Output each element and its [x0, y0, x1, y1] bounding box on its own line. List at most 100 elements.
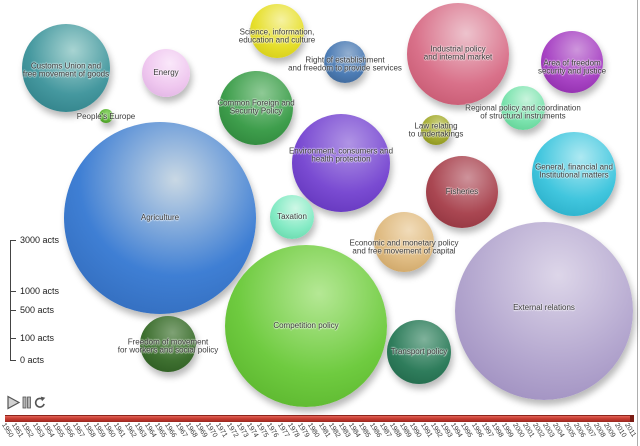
- size-legend-label: 100 acts: [20, 333, 55, 343]
- year-label: 1951: [10, 422, 25, 439]
- size-legend-axis: [10, 240, 11, 361]
- year-label: 1970: [204, 422, 219, 439]
- year-label: 1955: [51, 422, 66, 439]
- play-icon[interactable]: [7, 395, 21, 410]
- year-label: 1975: [255, 422, 270, 439]
- chart-right-border: [637, 0, 638, 446]
- bubble-regional-policy-structural-instruments[interactable]: [501, 86, 545, 130]
- bubble-general-financial-institutional[interactable]: [532, 132, 616, 216]
- size-legend-tick: [10, 360, 16, 361]
- year-label: 1956: [61, 422, 76, 439]
- year-label: 1981: [316, 422, 331, 439]
- bubble-area-of-freedom-security-justice[interactable]: [541, 31, 603, 93]
- year-label: 1996: [469, 422, 484, 439]
- bubble-environment-consumers-health[interactable]: [292, 114, 390, 212]
- size-legend-tick: [10, 240, 16, 241]
- size-legend-label: 500 acts: [20, 305, 55, 315]
- year-label: 1991: [418, 422, 433, 439]
- year-label: 1987: [377, 422, 393, 439]
- year-label: 1997: [479, 422, 495, 439]
- year-label: 1977: [275, 422, 290, 439]
- year-label: 2002: [530, 422, 546, 439]
- bubble-science-information-education-culture[interactable]: [250, 4, 304, 58]
- year-label: 1967: [173, 422, 188, 439]
- bubble-external-relations[interactable]: [455, 222, 633, 400]
- year-label: 1952: [20, 422, 35, 439]
- bubble-common-foreign-security-policy[interactable]: [219, 71, 293, 145]
- year-label: 1966: [163, 422, 178, 439]
- year-label: 1998: [490, 422, 505, 439]
- bubble-right-of-establishment[interactable]: [324, 41, 366, 83]
- year-label: 1995: [459, 422, 474, 439]
- size-legend-label: 0 acts: [20, 355, 45, 365]
- year-label: 1965: [153, 422, 168, 439]
- bubble-competition-policy[interactable]: [225, 245, 387, 407]
- year-label: 1992: [428, 422, 444, 439]
- timeline-bar-end-cap: [630, 415, 634, 422]
- year-label: 1980: [306, 422, 321, 439]
- size-legend-tick: [10, 338, 16, 339]
- year-label: 1973: [234, 422, 250, 439]
- year-label: 1964: [143, 422, 158, 439]
- year-label: 2004: [551, 422, 566, 439]
- year-label: 1979: [296, 422, 311, 439]
- year-label: 2009: [602, 422, 617, 439]
- year-label: 1976: [265, 422, 280, 439]
- size-legend-tick: [10, 291, 16, 292]
- year-label: 2005: [561, 422, 576, 439]
- year-label: 2008: [592, 422, 607, 439]
- playback-controls: [7, 395, 46, 410]
- year-label: 1969: [194, 422, 209, 439]
- year-label: 1982: [326, 422, 341, 439]
- year-label: 1984: [347, 422, 362, 439]
- year-label: 1985: [357, 422, 372, 439]
- year-label: 1962: [122, 422, 137, 439]
- bubble-transport-policy[interactable]: [387, 320, 451, 384]
- year-label: 2011: [622, 422, 637, 439]
- year-label: 1974: [245, 422, 260, 439]
- year-label: 1983: [336, 422, 352, 439]
- year-label: 1971: [214, 422, 229, 439]
- year-label: 1978: [285, 422, 301, 439]
- year-label: 1989: [398, 422, 413, 439]
- bubble-peoples-europe[interactable]: [99, 109, 113, 123]
- year-label: 1999: [500, 422, 515, 439]
- bubble-customs-union[interactable]: [22, 24, 110, 112]
- year-label: 1959: [91, 422, 107, 439]
- year-label: 1988: [388, 422, 403, 439]
- bubble-agriculture[interactable]: [64, 122, 256, 314]
- year-label: 1963: [132, 422, 147, 439]
- year-label: 1990: [408, 422, 423, 439]
- pause-icon[interactable]: [22, 396, 31, 409]
- year-label: 1954: [40, 422, 56, 439]
- year-label: 1958: [81, 422, 96, 439]
- timeline-progress-bar[interactable]: [5, 415, 634, 422]
- bubble-freedom-of-movement-workers-social[interactable]: [140, 316, 196, 372]
- year-label: 1950: [0, 422, 15, 439]
- bubble-fisheries[interactable]: [426, 156, 498, 228]
- size-legend-label: 3000 acts: [20, 235, 60, 245]
- bubble-economic-monetary-policy[interactable]: [374, 212, 434, 272]
- replay-icon[interactable]: [34, 396, 46, 408]
- year-label: 1972: [224, 422, 239, 439]
- year-label: 1960: [102, 422, 117, 439]
- bubble-taxation[interactable]: [270, 195, 314, 239]
- year-label: 2010: [612, 422, 627, 439]
- size-legend-tick: [10, 310, 16, 311]
- year-label: 2000: [510, 422, 525, 439]
- year-label: 2003: [541, 422, 556, 439]
- year-label: 1957: [71, 422, 86, 439]
- bubble-energy[interactable]: [142, 49, 190, 97]
- bubble-law-relating-to-undertakings[interactable]: [421, 115, 451, 145]
- bubble-industrial-policy-internal-market[interactable]: [407, 3, 509, 105]
- year-label: 1993: [439, 422, 454, 439]
- year-label: 1968: [183, 422, 199, 439]
- year-label: 1961: [112, 422, 127, 439]
- year-label: 2001: [520, 422, 535, 439]
- year-label: 1953: [30, 422, 45, 439]
- year-label: 1986: [367, 422, 382, 439]
- year-label: 2007: [582, 422, 597, 439]
- year-label: 1994: [449, 422, 464, 439]
- size-legend-label: 1000 acts: [20, 286, 60, 296]
